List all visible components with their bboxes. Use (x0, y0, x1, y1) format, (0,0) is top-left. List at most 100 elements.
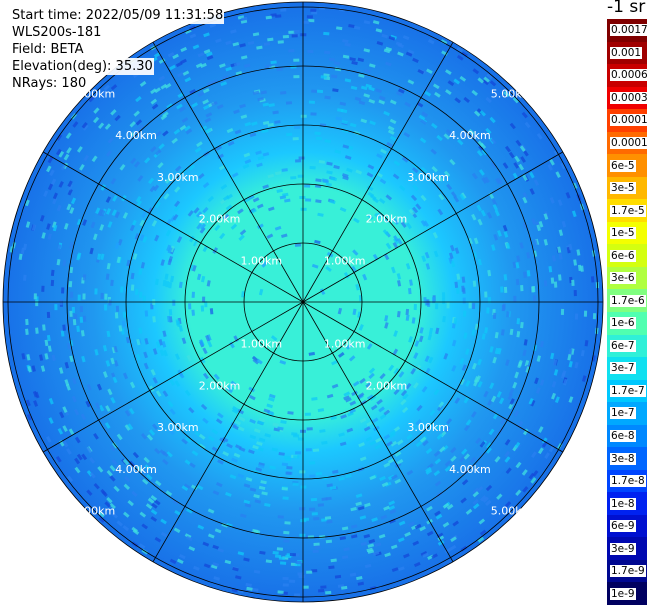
speckle-cell (155, 278, 159, 286)
speckle-cell (515, 278, 520, 286)
speckle-cell (461, 479, 469, 486)
speckle-cell (443, 133, 451, 140)
speckle-cell (522, 196, 528, 204)
speckle-cell (550, 352, 555, 360)
speckle-cell (112, 195, 118, 202)
speckle-cell (492, 312, 497, 320)
speckle-cell (150, 509, 158, 516)
speckle-cell (385, 61, 392, 67)
speckle-cell (394, 451, 402, 457)
azimuth-spoke (302, 301, 454, 562)
speckle-cell (530, 399, 536, 407)
speckle-cell (415, 203, 422, 210)
azimuth-spoke (42, 151, 304, 303)
speckle-cell (463, 332, 468, 339)
speckle-cell (548, 266, 553, 273)
speckle-cell (235, 71, 243, 76)
speckle-cell (173, 527, 181, 534)
speckle-cell (158, 75, 166, 82)
speckle-cell (362, 273, 368, 281)
speckle-cell (151, 103, 159, 110)
speckle-cell (360, 85, 368, 91)
speckle-cell (512, 96, 519, 104)
speckle-cell (181, 485, 189, 491)
speckle-cell (405, 382, 412, 390)
speckle-cell (244, 503, 252, 508)
speckle-cell (198, 433, 206, 440)
speckle-cell (237, 473, 245, 479)
speckle-cell (229, 474, 237, 480)
speckle-cell (110, 177, 117, 185)
speckle-cell (454, 247, 460, 255)
speckle-cell (123, 475, 131, 483)
speckle-cell (468, 302, 472, 309)
speckle-cell (517, 361, 522, 369)
speckle-cell (133, 110, 140, 117)
speckle-cell (142, 478, 149, 485)
speckle-cell (122, 212, 129, 219)
speckle-cell (505, 242, 511, 250)
speckle-cell (139, 511, 147, 518)
speckle-cell (68, 280, 73, 288)
speckle-cell (489, 116, 496, 124)
speckle-cell (368, 538, 376, 544)
speckle-cell (77, 294, 81, 301)
speckle-cell (176, 320, 181, 328)
colorbar-tick-label: 3e-9 (610, 542, 636, 555)
speckle-cell (74, 466, 81, 474)
speckle-cell (252, 358, 260, 365)
speckle-cell (317, 212, 324, 217)
speckle-cell (263, 42, 271, 46)
speckle-cell (215, 418, 223, 425)
speckle-cell (235, 444, 242, 450)
speckle-cell (277, 426, 284, 431)
speckle-cell (557, 199, 563, 206)
speckle-cell (547, 164, 553, 171)
speckle-cell (197, 524, 205, 530)
speckle-cell (82, 124, 89, 131)
speckle-cell (319, 429, 326, 433)
speckle-cell (473, 237, 479, 245)
speckle-cell (536, 355, 541, 362)
speckle-cell (86, 446, 93, 454)
speckle-cell (574, 361, 579, 369)
speckle-cell (152, 348, 158, 355)
speckle-cell (106, 262, 111, 270)
speckle-cell (164, 177, 172, 184)
speckle-cell (372, 20, 380, 25)
speckle-cell (67, 180, 73, 188)
speckle-cell (242, 163, 250, 169)
colorbar-tick-label: 0.0006 (610, 69, 647, 82)
speckle-cell (50, 178, 57, 186)
range-ring-label: 2.00km (199, 379, 241, 392)
speckle-cell (374, 542, 382, 548)
speckle-cell (308, 19, 315, 23)
speckle-cell (231, 457, 238, 463)
speckle-cell (200, 125, 208, 131)
speckle-cell (252, 32, 260, 37)
speckle-cell (412, 57, 419, 64)
speckle-cell (147, 207, 153, 214)
speckle-cell (106, 497, 113, 504)
speckle-cell (169, 64, 176, 71)
speckle-cell (551, 255, 556, 262)
speckle-cell (271, 447, 279, 452)
speckle-cell (108, 299, 112, 306)
speckle-cell (389, 432, 396, 439)
speckle-cell (261, 261, 268, 268)
speckle-cell (93, 482, 100, 490)
speckle-cell (481, 148, 488, 156)
speckle-cell (62, 406, 68, 413)
speckle-cell (443, 352, 449, 360)
speckle-cell (521, 111, 528, 119)
range-ring-label: 5.00km (74, 505, 116, 518)
speckle-cell (62, 425, 68, 432)
speckle-cell (239, 43, 246, 48)
speckle-cell (116, 520, 123, 527)
speckle-cell (119, 163, 126, 171)
speckle-cell (408, 279, 414, 286)
speckle-cell (256, 358, 263, 365)
speckle-cell (161, 340, 167, 348)
speckle-cell (227, 384, 235, 391)
speckle-cell (114, 242, 120, 250)
